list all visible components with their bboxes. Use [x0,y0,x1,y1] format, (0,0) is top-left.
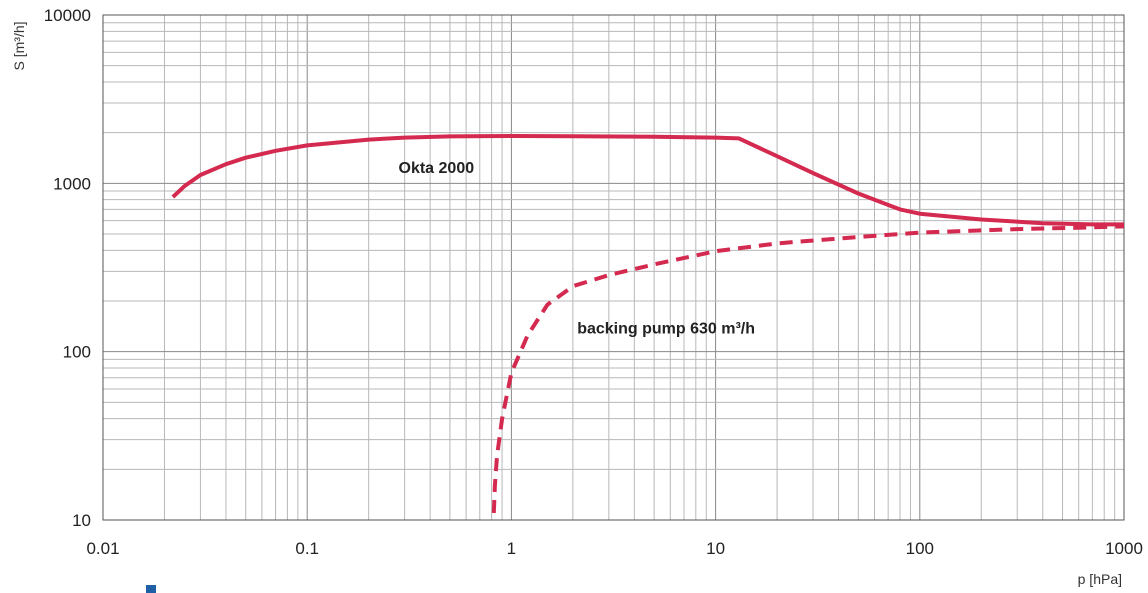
corner-marker [146,585,156,593]
okta-2000-series-line [171,134,1124,227]
backing-pump-label: backing pump 630 m³/h [577,321,755,338]
y-tick-label: 10000 [44,6,91,25]
x-axis-title: p [hPa] [1078,571,1122,587]
x-tick-label: 10 [706,539,725,558]
y-axis-title: S [m³/h] [11,21,27,70]
series-layer [171,134,1125,514]
tick-labels: 0.01 0.1 1 10 100 1000 10 100 1000 10000 [44,6,1143,558]
y-tick-label: 1000 [53,174,91,193]
grid-lines [102,15,1124,521]
annotations: Okta 2000 backing pump 630 m³/h [399,160,756,338]
x-tick-label: 100 [906,539,934,558]
backing-pump-series-line [491,224,1125,514]
x-tick-label: 1 [507,539,516,558]
x-tick-label: 0.1 [295,539,319,558]
x-tick-label: 0.01 [86,539,119,558]
plot-frame [102,14,1125,521]
x-tick-label: 1000 [1105,539,1143,558]
y-tick-label: 100 [63,343,91,362]
okta-2000-label: Okta 2000 [399,160,475,177]
y-tick-label: 10 [72,511,91,530]
